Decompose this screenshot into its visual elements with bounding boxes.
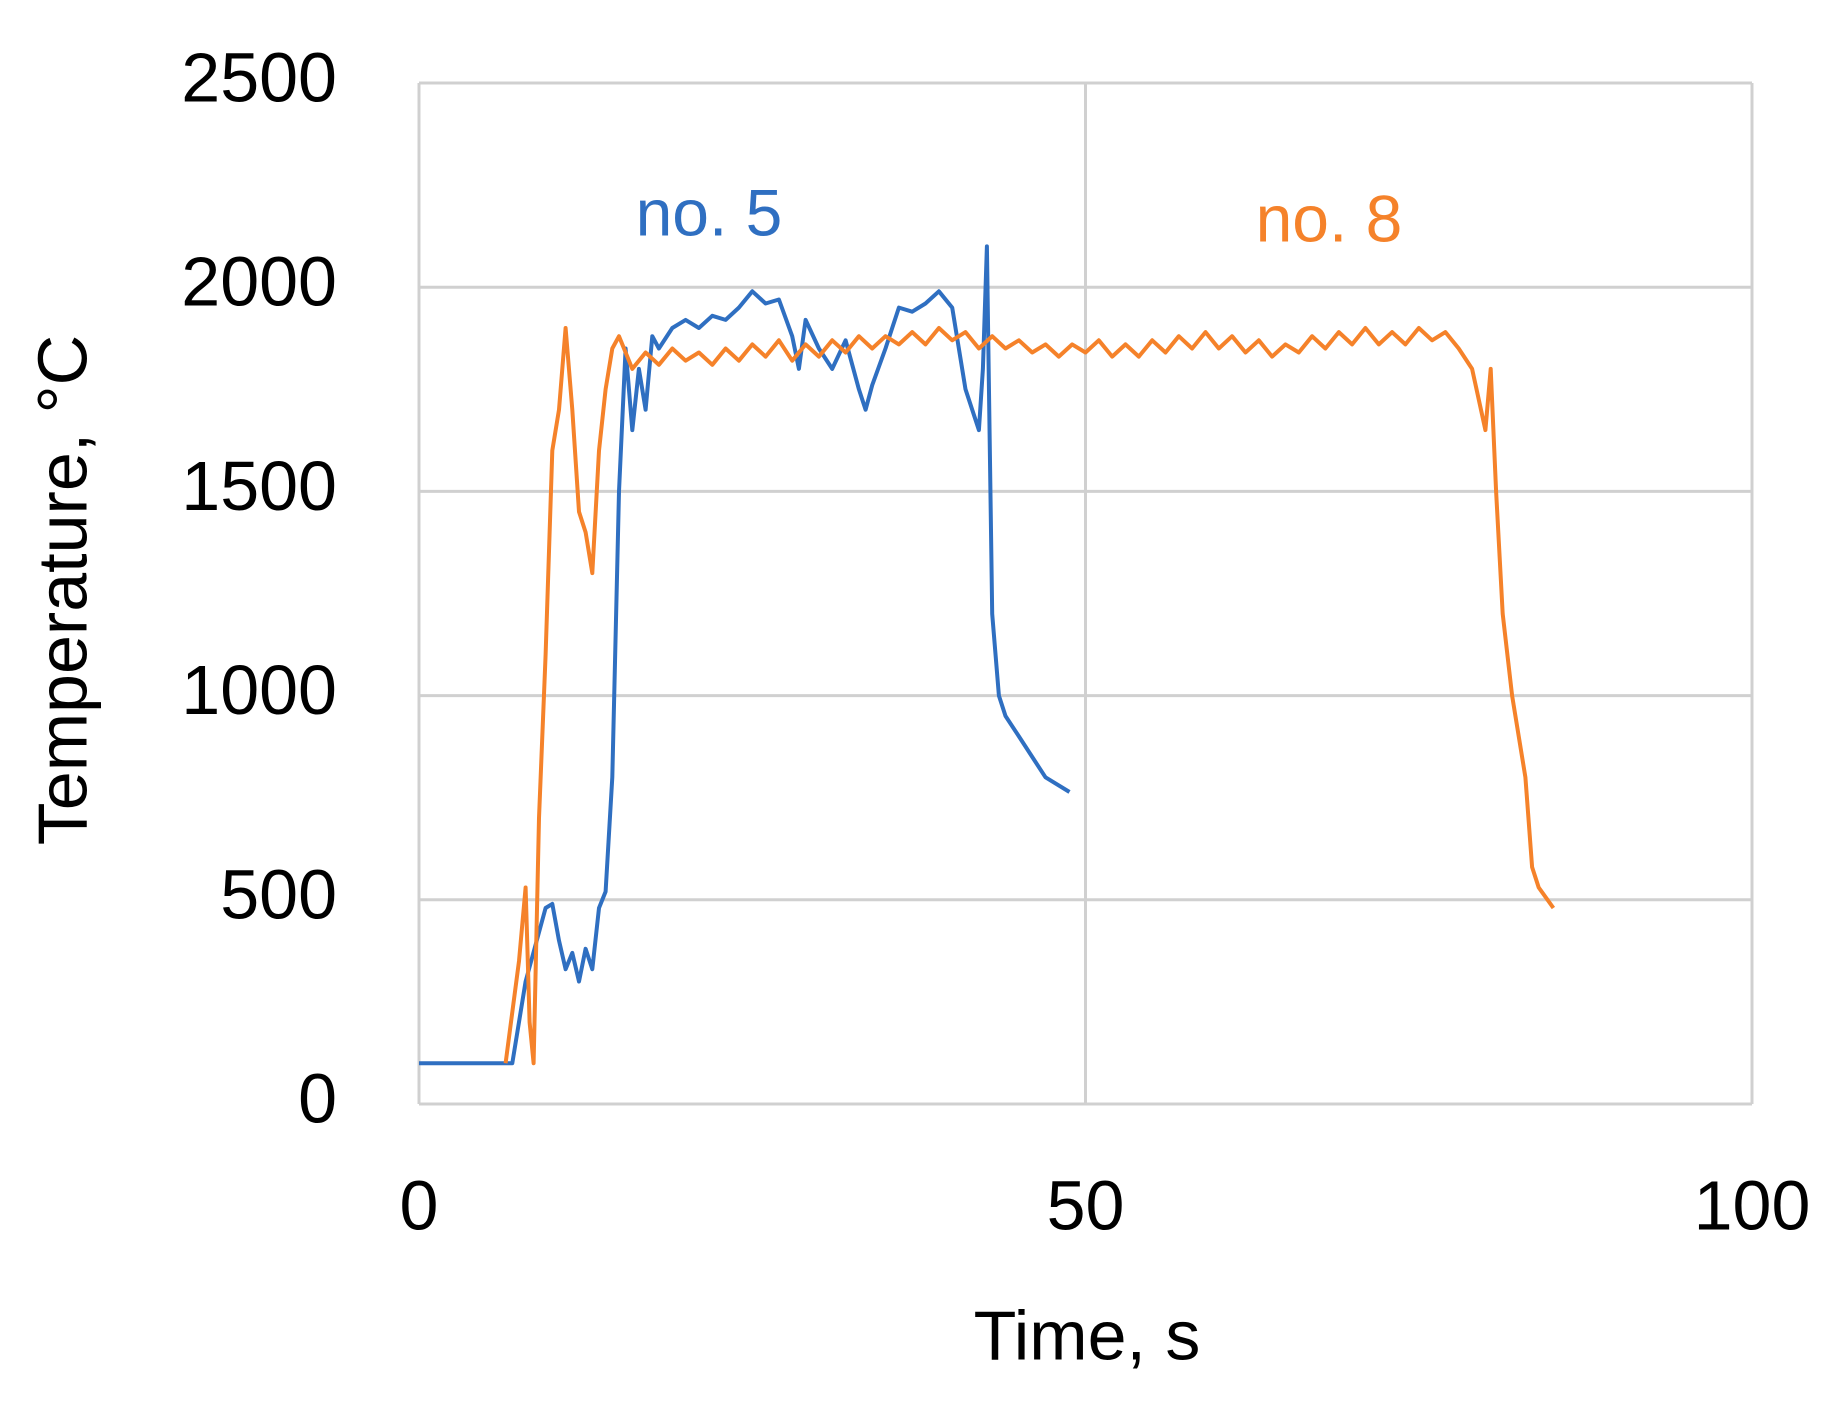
series-label: no. 5 bbox=[636, 175, 783, 249]
y-tick-label: 2500 bbox=[181, 38, 337, 116]
series-line bbox=[503, 326, 1556, 1066]
x-tick-label: 0 bbox=[400, 1166, 439, 1244]
y-axis-title: Temperature, °C bbox=[23, 335, 101, 845]
x-tick-label: 50 bbox=[1047, 1166, 1125, 1244]
y-tick-label: 0 bbox=[298, 1059, 337, 1137]
y-tick-label: 500 bbox=[220, 855, 337, 933]
y-tick-label: 1500 bbox=[181, 447, 337, 525]
x-tick-label: 100 bbox=[1694, 1166, 1811, 1244]
series-line bbox=[419, 244, 1071, 1066]
y-tick-label: 2000 bbox=[181, 243, 337, 321]
y-tick-label: 1000 bbox=[181, 651, 337, 729]
x-axis-title: Time, s bbox=[974, 1296, 1201, 1374]
series-label: no. 8 bbox=[1256, 181, 1403, 255]
